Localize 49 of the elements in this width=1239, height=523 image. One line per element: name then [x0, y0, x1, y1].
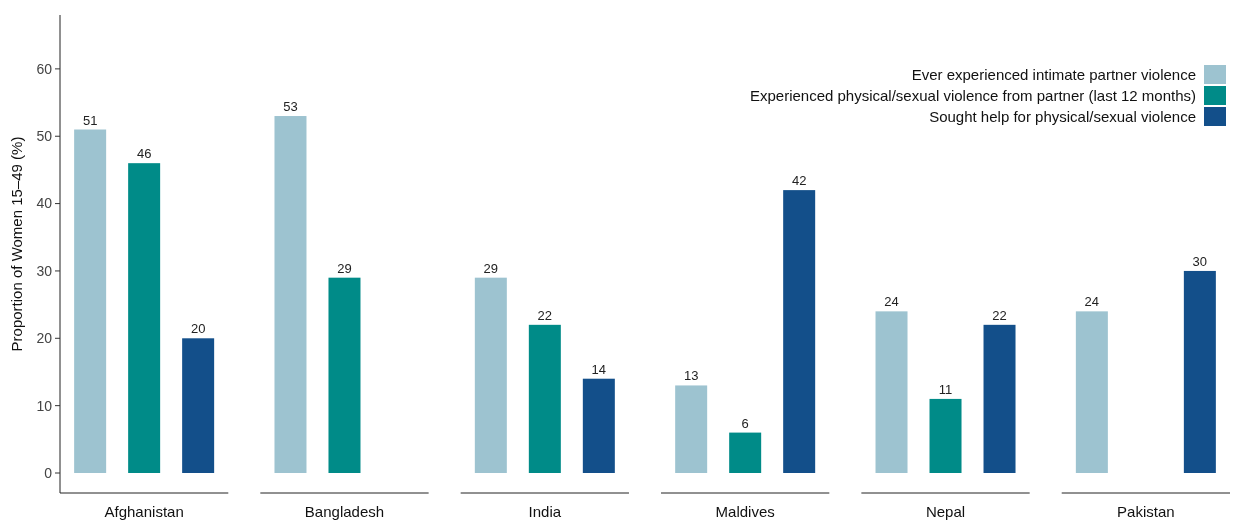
- y-tick-label: 40: [36, 195, 53, 212]
- legend-label: Sought help for physical/sexual violence: [929, 108, 1196, 126]
- bar: [783, 190, 816, 473]
- bar: [1183, 270, 1216, 473]
- data-label: 22: [537, 307, 553, 323]
- bar: [983, 324, 1016, 473]
- y-tick-label: 20: [36, 330, 53, 347]
- data-label: 30: [1192, 253, 1208, 269]
- bar: [675, 385, 708, 473]
- data-label: 22: [992, 307, 1007, 323]
- y-tick-label: 0: [44, 464, 53, 481]
- data-label: 24: [1084, 294, 1100, 310]
- legend-label: Ever experienced intimate partner violence: [911, 66, 1196, 84]
- y-axis-title: Proportion of Women 15–49 (%): [8, 136, 25, 352]
- x-tick-label: Nepal: [925, 503, 966, 520]
- bar: [729, 432, 762, 473]
- data-label: 29: [483, 260, 499, 276]
- y-tick-label: 30: [36, 262, 53, 279]
- data-label: 20: [190, 321, 206, 337]
- bar: [474, 277, 507, 473]
- bar: [1075, 311, 1108, 473]
- x-tick-label: India: [528, 503, 562, 520]
- data-label: 53: [283, 99, 298, 115]
- data-label: 51: [82, 112, 98, 128]
- x-tick-label: Afghanistan: [104, 503, 184, 520]
- bar: [182, 338, 215, 473]
- bar: [274, 116, 307, 473]
- data-label: 6: [741, 415, 749, 431]
- bar: [328, 277, 361, 473]
- data-label: 29: [337, 260, 352, 276]
- data-label: 13: [683, 368, 699, 384]
- bar: [582, 378, 615, 473]
- data-label: 14: [591, 361, 607, 377]
- x-tick-label: Pakistan: [1117, 503, 1175, 520]
- y-tick-label: 10: [36, 397, 53, 414]
- bar: [74, 129, 107, 473]
- x-tick-label: Maldives: [715, 503, 775, 520]
- bar: [929, 398, 962, 473]
- bar: [128, 163, 161, 473]
- data-label: 24: [884, 294, 899, 310]
- y-tick-label: 50: [36, 128, 53, 145]
- bar: [875, 311, 908, 473]
- legend-label: Experienced physical/sexual violence from partner (last 12 months): [749, 87, 1196, 105]
- data-label: 46: [136, 146, 152, 162]
- bar: [528, 324, 561, 473]
- y-tick-label: 60: [36, 60, 53, 77]
- data-label: 42: [791, 173, 807, 189]
- data-label: 11: [938, 381, 953, 397]
- x-tick-label: Bangladesh: [304, 503, 385, 520]
